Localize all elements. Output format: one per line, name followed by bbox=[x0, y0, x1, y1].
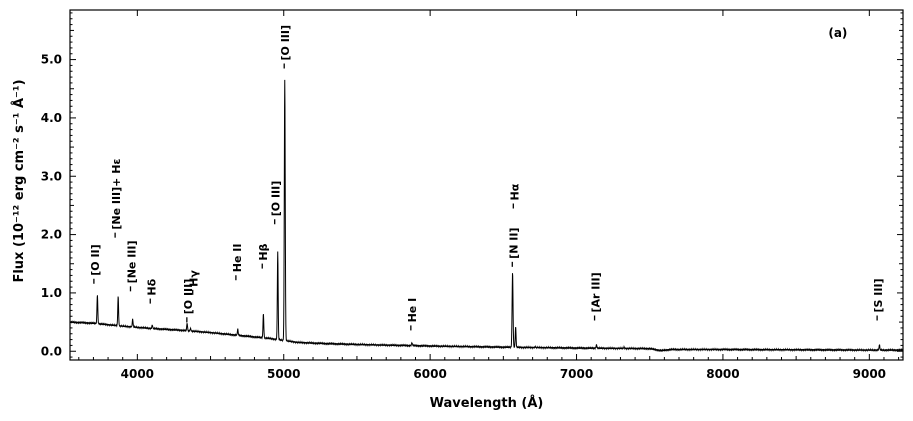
emission-line-label: [O II] bbox=[89, 244, 102, 275]
plot-frame bbox=[69, 9, 904, 361]
y-axis-ticks: 0.0 1.0 2.0 3.0 4.0 5.0 bbox=[41, 12, 903, 358]
emission-line-label: [S III] bbox=[872, 278, 885, 312]
emission-line-label: [N II] bbox=[507, 228, 520, 259]
y-tick-label: 2.0 bbox=[41, 228, 62, 242]
x-axis-ticks: 4000 5000 6000 7000 8000 9000 bbox=[78, 10, 900, 381]
x-tick-label: 6000 bbox=[413, 367, 446, 381]
emission-line-label: Hγ bbox=[188, 270, 201, 287]
emission-line-label: [O III] bbox=[270, 181, 283, 217]
x-tick-label: 4000 bbox=[121, 367, 154, 381]
emission-line-label: He I bbox=[406, 298, 419, 323]
x-tick-label: 9000 bbox=[853, 367, 886, 381]
x-tick-label: 7000 bbox=[560, 367, 593, 381]
emission-line-label: Hβ bbox=[257, 243, 270, 260]
emission-line-label: [Ar III] bbox=[590, 272, 603, 312]
y-axis-title: Flux (10⁻¹² erg cm⁻² s⁻¹ Å⁻¹) bbox=[11, 79, 27, 282]
spectrum-line bbox=[69, 79, 904, 353]
emission-line-label: Hδ bbox=[145, 278, 158, 295]
y-tick-label: 1.0 bbox=[41, 286, 62, 300]
panel-label: (a) bbox=[828, 26, 847, 40]
emission-line-label: [O III] bbox=[182, 279, 195, 315]
y-tick-label: 5.0 bbox=[41, 53, 62, 67]
emission-line-label: [Ne III]+ Hε bbox=[110, 158, 123, 229]
plot-area: 4000 5000 6000 7000 8000 9000 0.0 1.0 2.0 3.0 4.0… bbox=[41, 9, 904, 381]
emission-line-label: Hα bbox=[508, 183, 521, 200]
x-tick-label: 8000 bbox=[706, 367, 739, 381]
y-tick-label: 0.0 bbox=[41, 344, 62, 358]
y-tick-label: 3.0 bbox=[41, 169, 62, 183]
emission-line-label: [O III] bbox=[279, 25, 292, 61]
x-tick-label: 5000 bbox=[267, 367, 300, 381]
emission-line-label: [Ne III] bbox=[125, 240, 138, 283]
x-axis-title: Wavelength (Å) bbox=[430, 395, 544, 411]
emission-line-label: He II bbox=[231, 244, 244, 273]
y-tick-label: 4.0 bbox=[41, 111, 62, 125]
emission-line-annotations: [O II][Ne III]+ Hε[Ne III]Hδ [O III]HγHe … bbox=[89, 25, 885, 331]
